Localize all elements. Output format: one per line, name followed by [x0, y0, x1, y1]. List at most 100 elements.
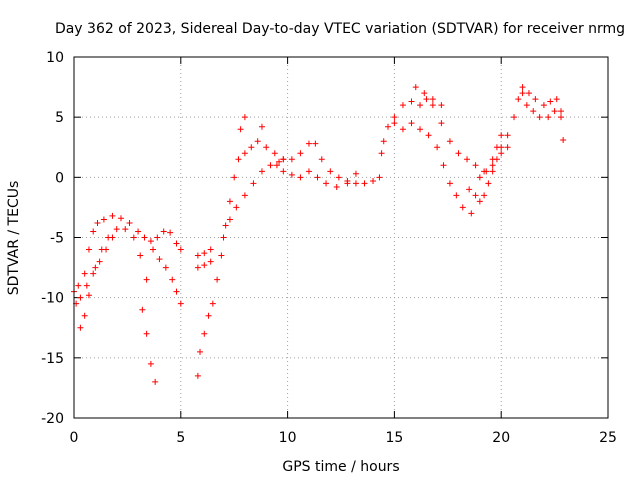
data-point	[504, 144, 511, 151]
data-point	[459, 204, 466, 211]
series-track-r	[476, 132, 505, 181]
y-tick-label: 0	[55, 170, 64, 186]
y-tick-label: -10	[41, 291, 64, 307]
data-point	[551, 108, 558, 115]
data-point	[408, 120, 415, 127]
data-point	[297, 174, 304, 181]
data-point	[77, 324, 84, 331]
data-point	[235, 156, 242, 163]
y-tick-label: -15	[41, 351, 64, 367]
data-point	[173, 288, 180, 295]
data-point	[425, 132, 432, 139]
data-point	[241, 192, 248, 199]
data-point	[139, 306, 146, 313]
data-point	[485, 180, 492, 187]
axis-ticks: 0 5 10 15 20 25 -20 -15 -10 -5 0 5 10	[41, 50, 617, 446]
data-point	[446, 138, 453, 145]
x-axis-label: GPS time / hours	[282, 459, 399, 475]
data-point	[276, 158, 283, 165]
data-point	[399, 126, 406, 133]
data-point	[194, 264, 201, 271]
data-point	[169, 276, 176, 283]
data-point	[361, 180, 368, 187]
data-point	[147, 360, 154, 367]
data-point	[214, 276, 221, 283]
data-point	[515, 96, 522, 103]
data-point	[453, 192, 460, 199]
data-point	[408, 98, 415, 105]
y-axis-label: SDTVAR / TECUs	[6, 181, 22, 296]
data-point	[75, 282, 82, 289]
data-point	[177, 246, 184, 253]
data-point	[468, 210, 475, 217]
data-point	[333, 183, 340, 190]
data-point	[83, 282, 90, 289]
x-tick-label: 5	[176, 430, 185, 446]
data-point	[77, 294, 84, 301]
data-point	[130, 234, 137, 241]
data-point	[288, 171, 295, 178]
series-track-l	[273, 140, 383, 187]
data-point	[222, 222, 229, 229]
data-point	[466, 186, 473, 193]
data-point	[429, 102, 436, 109]
data-point	[481, 192, 488, 199]
data-point	[233, 204, 240, 211]
series-track-d	[139, 306, 159, 385]
x-tick-label: 10	[279, 430, 297, 446]
series-track-m	[280, 168, 359, 190]
data-point	[273, 162, 280, 169]
data-point	[327, 168, 334, 175]
data-point	[446, 180, 453, 187]
data-point	[536, 114, 543, 121]
data-point	[156, 256, 163, 263]
data-point	[173, 240, 180, 247]
data-point	[378, 150, 385, 157]
data-point	[489, 168, 496, 175]
data-point	[162, 264, 169, 271]
data-point	[558, 114, 565, 121]
data-point	[519, 84, 526, 91]
data-point	[391, 120, 398, 127]
data-point	[103, 246, 110, 253]
data-point	[352, 170, 359, 177]
data-point	[423, 96, 430, 103]
data-point	[92, 264, 99, 271]
series-track-f	[194, 300, 216, 379]
data-point	[263, 144, 270, 151]
series-track-o	[391, 120, 475, 217]
data-point	[472, 162, 479, 169]
data-point	[560, 137, 567, 144]
data-point	[370, 177, 377, 184]
data-point	[94, 220, 101, 227]
data-point	[380, 138, 387, 145]
data-point	[530, 108, 537, 115]
data-point	[417, 102, 424, 109]
data-point	[498, 150, 505, 157]
data-point	[421, 90, 428, 97]
data-point	[241, 114, 248, 121]
data-point	[455, 150, 462, 157]
data-point	[90, 228, 97, 235]
data-point	[96, 258, 103, 265]
x-tick-label: 20	[492, 430, 510, 446]
y-tick-label: 5	[55, 110, 64, 126]
data-point	[532, 96, 539, 103]
data-point	[137, 252, 144, 259]
data-point	[434, 144, 441, 151]
data-point	[271, 150, 278, 157]
data-point	[152, 378, 159, 385]
data-point	[207, 246, 214, 253]
y-tick-label: -5	[50, 231, 64, 247]
data-point	[248, 144, 255, 151]
data-point	[90, 270, 97, 277]
data-point	[305, 140, 312, 147]
data-point	[525, 90, 532, 97]
data-point	[201, 330, 208, 337]
data-point	[376, 174, 383, 181]
data-point	[438, 120, 445, 127]
data-point	[201, 262, 208, 269]
data-point	[519, 90, 526, 97]
data-point	[399, 102, 406, 109]
data-point	[391, 114, 398, 121]
